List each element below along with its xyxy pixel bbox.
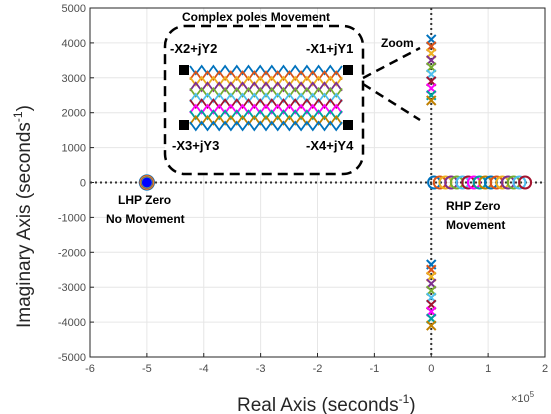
corner-marker-x2 <box>179 65 189 75</box>
inset-trace <box>189 81 343 93</box>
y-axis-label-sup: -1 <box>11 111 25 122</box>
inset-border <box>163 24 365 176</box>
corner-label-x1: -X1+jY1 <box>306 41 353 56</box>
corner-marker-x1 <box>343 65 353 75</box>
x-tick-label: -5 <box>142 363 152 375</box>
y-tick-label: -5000 <box>58 352 86 364</box>
inset-trace <box>189 64 343 76</box>
pole-marker-lower <box>426 320 437 331</box>
y-tick-label: 0 <box>80 178 86 190</box>
corner-marker-x4 <box>343 120 353 130</box>
x-axis-label-close: ) <box>409 395 415 414</box>
x-exponent-base: ×10 <box>511 393 530 405</box>
inset-trace <box>189 114 343 126</box>
inset-trace <box>189 70 343 82</box>
y-tick-label: -2000 <box>58 247 86 259</box>
inset-trace <box>189 103 343 115</box>
x-tick-label: 1 <box>485 363 491 375</box>
x-exponent: ×105 <box>511 390 535 405</box>
zoom-label: Zoom <box>381 36 414 50</box>
inset-trace <box>189 86 343 98</box>
x-tick-label: -6 <box>85 363 95 375</box>
x-tick-label: -1 <box>369 363 379 375</box>
inset-trace <box>189 92 343 104</box>
x-tick-label: 0 <box>428 363 434 375</box>
inset-trace <box>189 98 343 110</box>
x-exponent-power: 5 <box>530 390 535 399</box>
y-tick-label: 5000 <box>62 3 86 15</box>
rhp-label-line1: RHP Zero <box>446 199 500 213</box>
x-axis-label-text: Real Axis (seconds <box>237 395 399 414</box>
zoom-line-lower <box>362 82 421 122</box>
lhp-label-line1: LHP Zero <box>118 193 171 207</box>
rhp-label-line2: Movement <box>446 218 505 232</box>
data-marks <box>138 34 533 331</box>
tick-labels: -6 -5 -4 -3 -2 -1 0 1 2 5000 4000 3000 2000 1000 0 -100… <box>58 3 548 375</box>
rhp-zero-marker <box>512 175 527 190</box>
x-tick-label: -3 <box>256 363 266 375</box>
y-tick-label: 4000 <box>62 38 86 50</box>
inset-trace <box>189 109 343 121</box>
rhp-zero-marker <box>518 175 533 190</box>
pole-marker-upper <box>426 95 437 106</box>
zoom-inset: Complex poles Movement -X2+jY2 -X1+jY1 -… <box>163 10 365 176</box>
lhp-label-line2: No Movement <box>106 212 185 226</box>
corner-label-x4: -X4+jY4 <box>306 138 354 153</box>
zoom-line-upper <box>362 46 421 80</box>
y-axis-label-text: Imaginary Axis (seconds <box>14 122 35 328</box>
corner-marker-x3 <box>179 120 189 130</box>
x-axis-label: Real Axis (seconds-1) <box>237 392 416 414</box>
y-tick-label: 2000 <box>62 108 86 120</box>
corner-label-x3: -X3+jY3 <box>172 138 219 153</box>
y-axis-label: Imaginary Axis (seconds-1) <box>11 105 35 328</box>
y-tick-label: 3000 <box>62 73 86 85</box>
x-tick-label: 2 <box>542 363 548 375</box>
inset-trace <box>189 75 343 87</box>
x-tick-label: -4 <box>199 363 209 375</box>
x-axis-label-sup: -1 <box>399 392 410 406</box>
corner-label-x2: -X2+jY2 <box>170 41 217 56</box>
inset-title: Complex poles Movement <box>182 10 330 24</box>
y-tick-label: -1000 <box>58 212 86 224</box>
y-tick-label: -4000 <box>58 317 86 329</box>
y-tick-label: -3000 <box>58 282 86 294</box>
pole-stroke <box>426 320 437 331</box>
inset-pole-traces <box>189 64 343 132</box>
inset-trace <box>189 120 343 132</box>
pole-stroke <box>426 95 437 106</box>
y-axis-label-close: ) <box>14 105 35 111</box>
y-tick-label: 1000 <box>62 143 86 155</box>
x-tick-label: -2 <box>313 363 323 375</box>
lhp-zero-center <box>141 177 152 188</box>
